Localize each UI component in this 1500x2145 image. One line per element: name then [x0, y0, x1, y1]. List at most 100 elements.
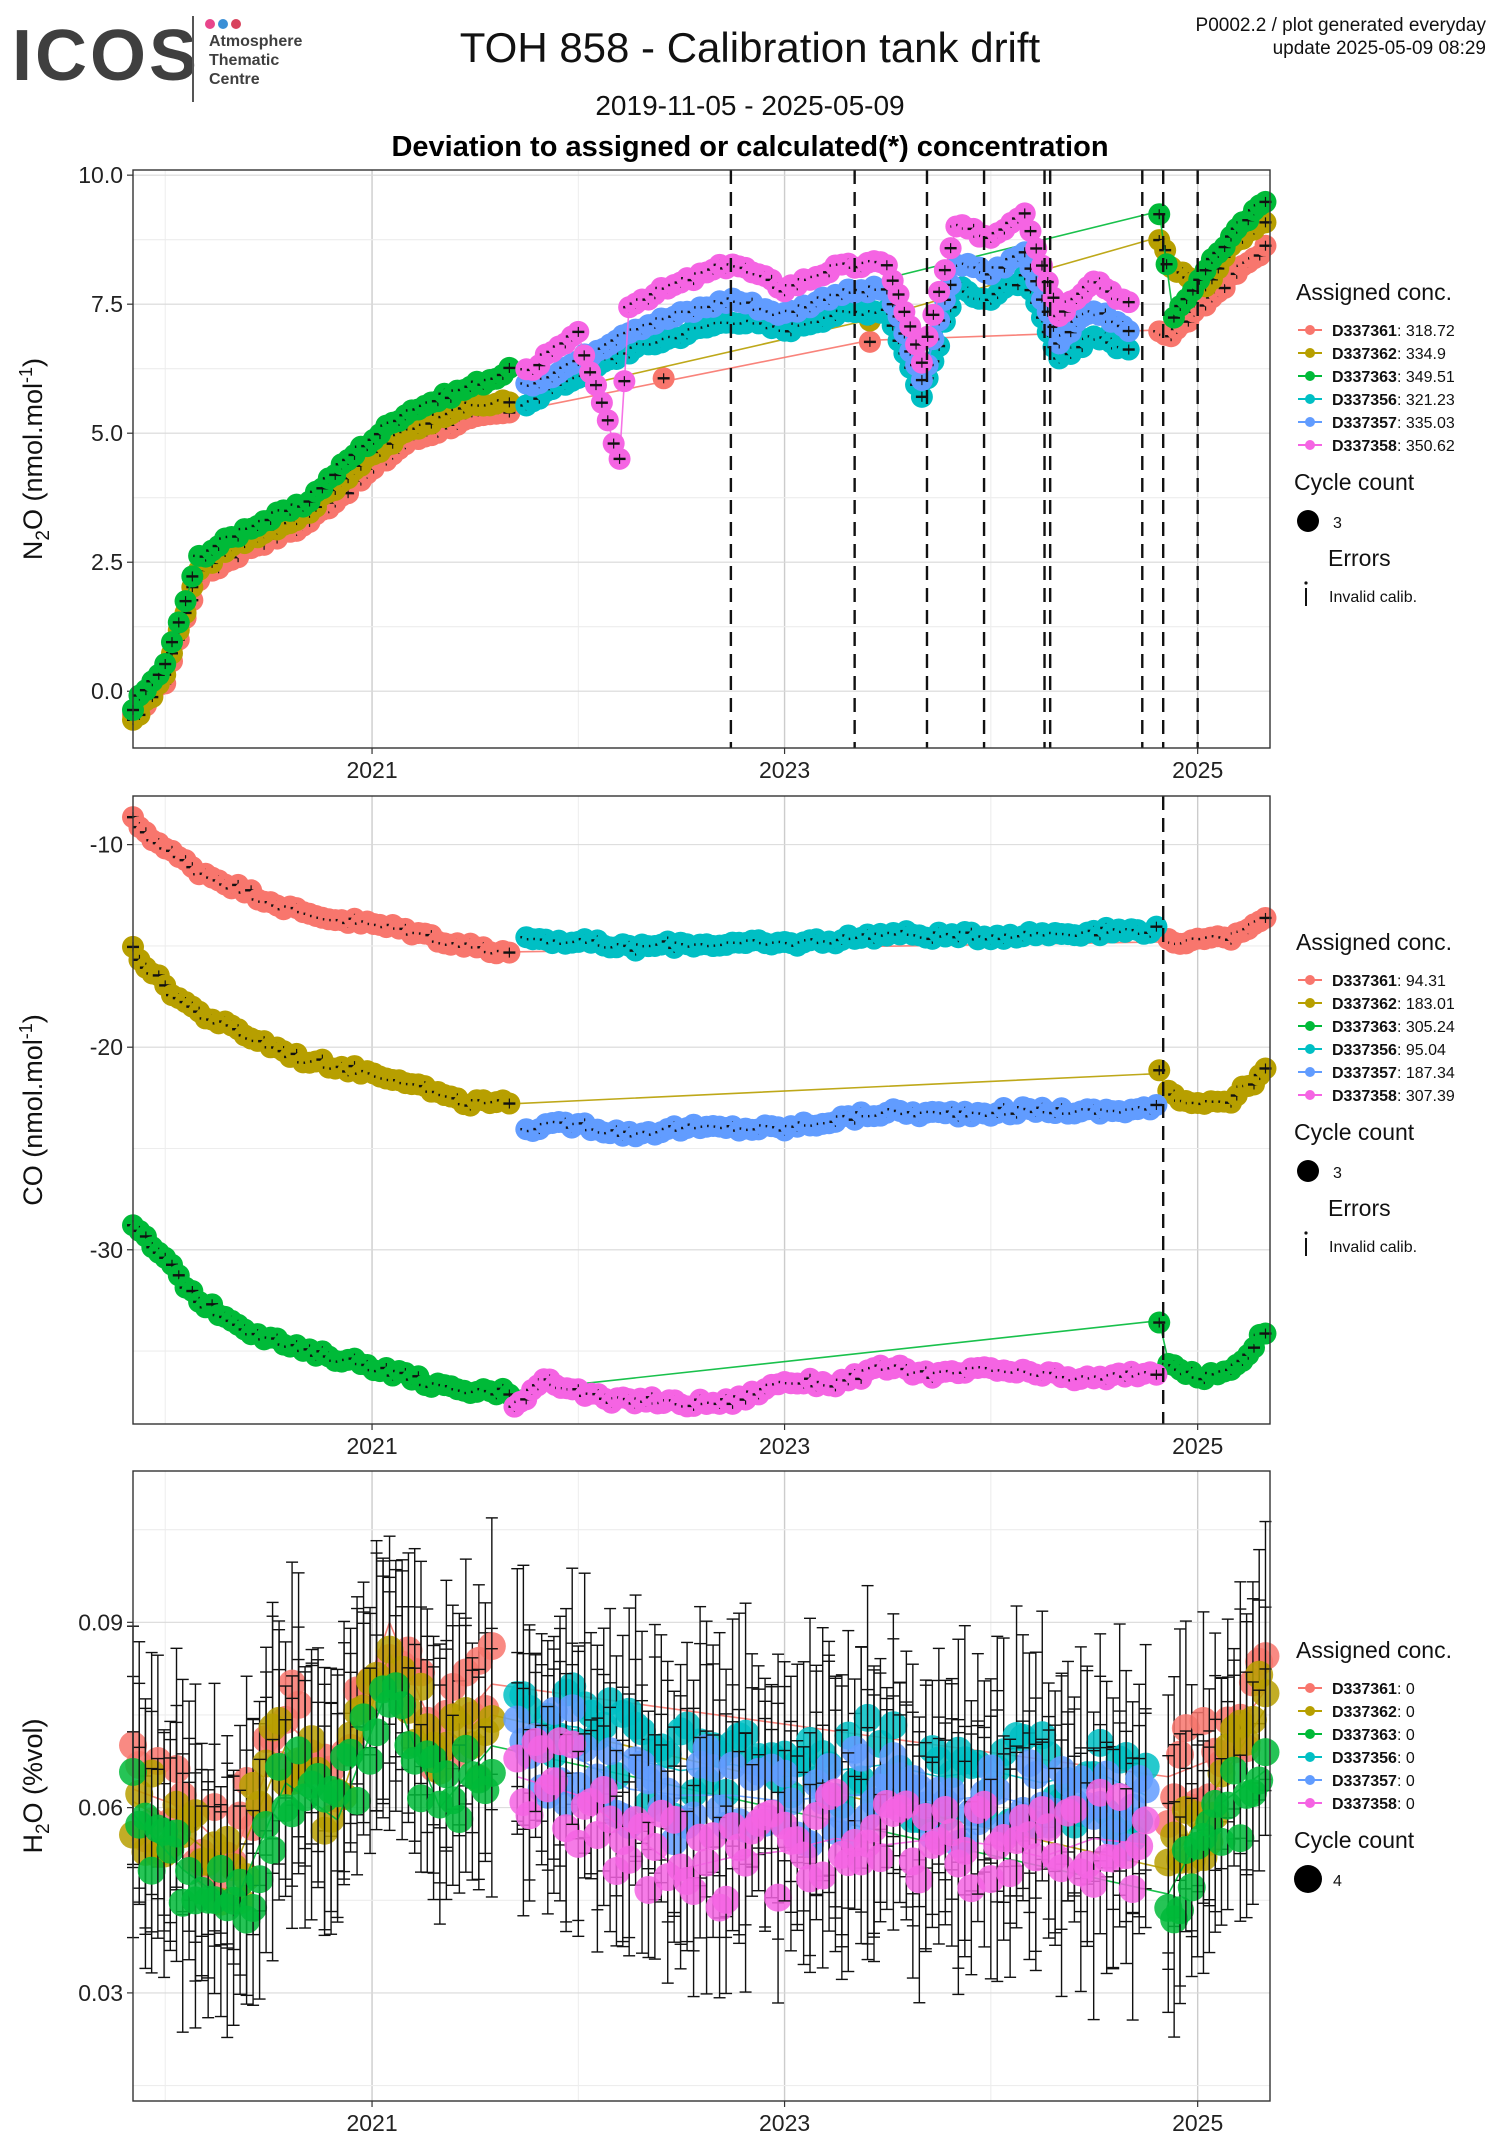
- legend-entry: D337363: 349.51: [1298, 369, 1455, 386]
- data-point: [1220, 1756, 1249, 1785]
- series-d337357: [515, 1093, 1168, 1148]
- plot-frame: [132, 169, 1271, 749]
- y-tick-label: 10.0: [78, 162, 123, 188]
- update-timestamp: update 2025-05-09 08:29: [1272, 38, 1486, 59]
- x-tick-label: 2021: [346, 1433, 397, 1459]
- legend-key-dot: [1305, 440, 1315, 450]
- legend-key-dot: [1305, 325, 1315, 335]
- data-point: [432, 1760, 461, 1789]
- y-axis-label: CO (nmol.mol-1): [16, 1014, 48, 1206]
- legend-key-dot: [1305, 1021, 1315, 1031]
- logo-line: Thematic: [209, 52, 280, 69]
- y-tick-label: 0.06: [78, 1795, 123, 1821]
- legend-cycle-dot: [1297, 1160, 1319, 1182]
- x-tick-label: 2021: [346, 2110, 397, 2136]
- y-tick-label: 0.0: [91, 678, 123, 704]
- data-point: [388, 1691, 417, 1720]
- x-tick-label: 2021: [346, 757, 397, 783]
- legend-label: D337356: 95.04: [1332, 1042, 1446, 1059]
- legend-errors-label: Invalid calib.: [1329, 1239, 1417, 1256]
- legend-key-dot: [1305, 1044, 1315, 1054]
- x-tick-label: 2025: [1172, 2110, 1223, 2136]
- series-d337363: [122, 1214, 1277, 1406]
- data-point: [1226, 1824, 1255, 1853]
- legend-cycle-title: Cycle count: [1294, 469, 1415, 495]
- series-d337358: [503, 1354, 1168, 1418]
- legend-entry: D337356: 95.04: [1298, 1042, 1446, 1059]
- data-point: [239, 1893, 268, 1922]
- legend-entry: D337356: 321.23: [1298, 392, 1455, 409]
- series-d337363: [119, 1560, 1280, 2039]
- data-point: [1245, 1766, 1274, 1795]
- data-point: [1251, 1738, 1280, 1767]
- y-tick-label: -10: [90, 832, 123, 858]
- data-point: [356, 1746, 385, 1775]
- page-title: TOH 858 - Calibration tank drift: [459, 24, 1041, 71]
- legend-errors-title: Errors: [1328, 545, 1391, 571]
- data-point: [1177, 1873, 1206, 1902]
- chart-panel-n2o: 2021 2023 2025 0.0 2.5 5.0 7.5 10.0 N2O (nmol.mo…: [16, 162, 1277, 783]
- data-point: [1189, 1706, 1218, 1735]
- legend-label: D337362: 334.9: [1332, 346, 1446, 363]
- legend-entry: D337358: 350.62: [1298, 438, 1455, 455]
- legend-label: D337361: 94.31: [1332, 973, 1446, 990]
- y-tick-label: 0.09: [78, 1609, 123, 1635]
- data-point: [258, 1836, 287, 1865]
- legend-key-dot: [1305, 1090, 1315, 1100]
- plot-frame: [132, 795, 1271, 1425]
- data-point: [451, 1734, 480, 1763]
- legend-label: D337361: 318.72: [1332, 323, 1455, 340]
- data-point: [343, 1786, 372, 1815]
- date-range: 2019-11-05 - 2025-05-09: [595, 90, 905, 121]
- data-point: [406, 1672, 435, 1701]
- legend-error-glyph-dot: [1304, 581, 1308, 585]
- legend-errors-title: Errors: [1328, 1195, 1391, 1221]
- legend-cycle-value: 3: [1333, 1165, 1342, 1182]
- legend-key-dot: [1305, 394, 1315, 404]
- logo-divider: [192, 16, 194, 102]
- legend-co: Assigned conc. D337361: 94.31 D337362: 183…: [1294, 929, 1455, 1256]
- legend-error-glyph-dot: [1304, 1231, 1308, 1235]
- x-tick-label: 2023: [759, 757, 810, 783]
- y-tick-label: 7.5: [91, 291, 123, 317]
- legend-label: D337357: 187.34: [1332, 1065, 1455, 1082]
- y-tick-label: 2.5: [91, 549, 123, 575]
- legend-entry: D337357: 187.34: [1298, 1065, 1455, 1082]
- legend-n2o: Assigned conc. D337361: 318.72 D337362: 33…: [1294, 279, 1455, 606]
- legend-entry: D337358: 307.39: [1298, 1088, 1455, 1105]
- logo-dot: [218, 19, 228, 29]
- data-point: [137, 1856, 166, 1885]
- data-point: [162, 1819, 191, 1848]
- legend-key-dot: [1305, 1067, 1315, 1077]
- x-tick-label: 2025: [1172, 757, 1223, 783]
- legend-label: D337358: 350.62: [1332, 438, 1455, 455]
- data-point: [445, 1805, 474, 1834]
- logo-line: Atmosphere: [209, 33, 303, 50]
- legend-key-dot: [1305, 975, 1315, 985]
- data-point: [847, 1743, 876, 1772]
- data-point: [362, 1718, 391, 1747]
- y-tick-label: -30: [90, 1237, 123, 1263]
- plot-id: P0002.2 / plot generated everyday: [1195, 15, 1486, 36]
- legend-title: Assigned conc.: [1296, 929, 1452, 955]
- legend-label: D337358: 307.39: [1332, 1088, 1455, 1105]
- legend-label: D337363: 349.51: [1332, 369, 1455, 386]
- logo-subtitle: Atmosphere Thematic Centre: [209, 32, 302, 89]
- logo-dots-icon: [205, 16, 244, 29]
- plot-info: P0002.2 / plot generated everyday update…: [1196, 14, 1486, 60]
- legend-cycle-dot: [1297, 510, 1319, 532]
- data-point: [1166, 1896, 1195, 1925]
- y-tick-label: 0.03: [78, 1980, 123, 2006]
- chart-subtitle: Deviation to assigned or calculated(*) c…: [391, 131, 1109, 163]
- logo-line: Centre: [209, 71, 260, 88]
- x-tick-label: 2025: [1172, 1433, 1223, 1459]
- y-tick-label: -20: [90, 1034, 123, 1060]
- legend-key-dot: [1305, 371, 1315, 381]
- legend-entry: D337363: 305.24: [1298, 1019, 1455, 1036]
- series-d337356: [515, 915, 1168, 962]
- series-d337363: [122, 190, 1277, 722]
- legend-key-dot: [1305, 348, 1315, 358]
- plot-background: [133, 170, 1270, 748]
- series-d337362: [122, 935, 1277, 1117]
